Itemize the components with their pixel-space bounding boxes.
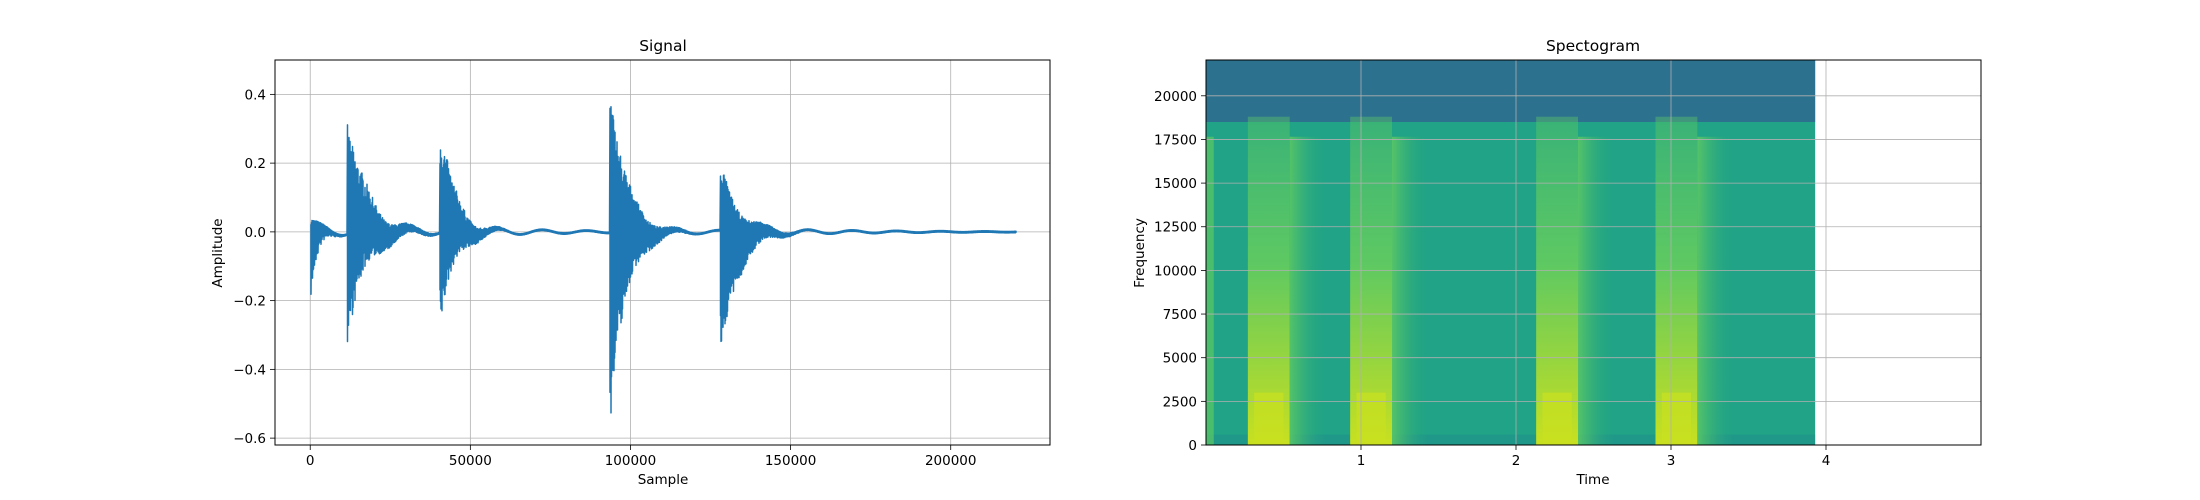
spectrogram-onset-low-energy [1254,392,1284,445]
spectrogram-y-tick-label: 0 [1188,438,1197,454]
spectrogram-panel: Spectogram 1 2 3 4 0 2500 5000 7500 10000 12500 1… [1132,37,1982,488]
spectrogram-plot-area [1206,60,1816,445]
spectrogram-y-tick-label: 5000 [1163,351,1197,367]
spectrogram-x-tick-label: 4 [1822,453,1831,469]
spectrogram-y-tick-label: 7500 [1163,307,1197,323]
signal-y-tick-label: −0.6 [233,431,266,447]
spectrogram-y-axis-label: Frequency [1132,218,1148,288]
signal-title: Signal [639,37,687,55]
signal-x-ticks: 0 50000 100000 150000 200000 [306,445,977,469]
signal-x-tick-label: 100000 [605,453,657,469]
spectrogram-high-band [1206,60,1816,122]
spectrogram-decay-tail [1578,136,1616,445]
signal-x-tick-label: 0 [306,453,315,469]
spectrogram-decay-tail [1392,136,1430,445]
spectrogram-x-tick-label: 2 [1512,453,1521,469]
signal-y-tick-label: 0.0 [245,225,266,241]
spectrogram-y-ticks: 0 2500 5000 7500 10000 12500 15000 17500 20000 [1154,89,1206,454]
signal-x-tick-label: 150000 [765,453,817,469]
spectrogram-onset-band [1350,116,1392,445]
spectrogram-start-strip [1206,136,1214,445]
spectrogram-onset-band [1655,116,1698,445]
spectrogram-onset-band [1536,116,1578,445]
spectrogram-onset-band [1247,116,1290,445]
spectrogram-onset-low-energy [1542,392,1572,445]
spectrogram-y-tick-label: 17500 [1154,132,1197,148]
spectrogram-y-tick-label: 2500 [1163,394,1197,410]
signal-x-tick-label: 200000 [925,453,977,469]
spectrogram-y-tick-label: 15000 [1154,176,1197,192]
signal-panel: Signal 0 50000 100000 150000 200000 −0.6 −0.4… [210,37,1051,488]
spectrogram-y-tick-label: 20000 [1154,89,1197,105]
spectrogram-image [1206,60,1816,445]
spectrogram-x-tick-label: 3 [1667,453,1676,469]
spectrogram-decay-tail [1289,136,1328,445]
signal-x-tick-label: 50000 [449,453,492,469]
spectrogram-x-tick-label: 1 [1357,453,1366,469]
signal-y-tick-label: 0.2 [245,156,266,172]
signal-y-tick-label: −0.4 [233,362,266,378]
signal-waveform-line [310,106,1017,414]
signal-plot-area [310,106,1017,414]
signal-y-axis-label: Amplitude [210,218,226,287]
spectrogram-title: Spectogram [1546,37,1640,55]
signal-y-ticks: −0.6 −0.4 −0.2 0.0 0.2 0.4 [233,87,275,447]
spectrogram-axes-frame [1205,59,1982,446]
signal-y-tick-label: −0.2 [233,294,266,310]
signal-x-axis-label: Sample [638,472,689,488]
signal-y-tick-label: 0.4 [245,87,266,103]
spectrogram-decay-tail [1697,136,1736,445]
spectrogram-y-tick-label: 12500 [1154,220,1197,236]
spectrogram-x-ticks: 1 2 3 4 [1357,445,1831,469]
spectrogram-x-axis-label: Time [1575,472,1609,488]
spectrogram-onset-low-energy [1661,392,1692,445]
signal-axes-frame [274,59,1051,446]
spectrogram-y-tick-label: 10000 [1154,263,1197,279]
spectrogram-low-strip [1206,434,1816,445]
